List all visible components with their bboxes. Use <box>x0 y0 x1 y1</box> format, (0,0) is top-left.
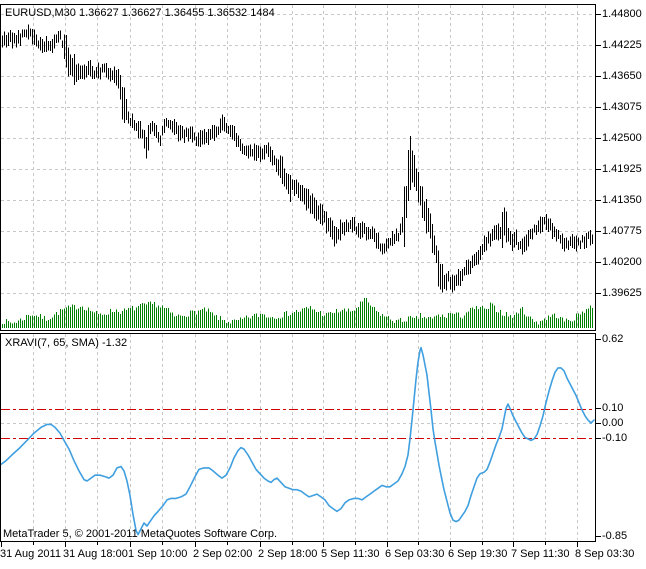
time-axis-label: 31 Aug 18:00 <box>63 548 128 560</box>
panel-border <box>0 4 596 331</box>
time-axis-label: 8 Sep 03:30 <box>575 548 635 560</box>
time-axis-label: 31 Aug 2011 <box>0 548 61 560</box>
indicator-window-label: XRAVI(7, 65, SMA) -1.32 <box>5 337 128 349</box>
time-axis-label: 2 Sep 18:00 <box>258 548 318 560</box>
indicator-axis-label: 0.00 <box>602 417 624 429</box>
time-axis-label: 5 Sep 11:30 <box>321 548 380 560</box>
price-axis-label: 1.40200 <box>602 256 642 268</box>
price-axis-label: 1.43075 <box>602 101 642 113</box>
time-axis-label: 1 Sep 10:00 <box>128 548 188 560</box>
price-axis-label: 1.44225 <box>602 39 642 51</box>
panel-border <box>0 333 596 542</box>
time-axis-label: 6 Sep 19:30 <box>448 548 508 560</box>
price-axis-label: 1.40775 <box>602 225 642 237</box>
indicator-axis-label: -0.10 <box>602 432 628 444</box>
time-axis-label: 6 Sep 03:30 <box>385 548 445 560</box>
price-axis-label: 1.43650 <box>602 70 642 82</box>
indicator-axis-label: 0.10 <box>602 402 624 414</box>
indicator-axis-label: -0.85 <box>602 530 628 542</box>
time-axis-label: 7 Sep 11:30 <box>511 548 570 560</box>
price-axis-label: 1.41350 <box>602 194 642 206</box>
xravi-line <box>0 346 595 536</box>
copyright-text: MetaTrader 5, © 2001-2011 MetaQuotes Sof… <box>3 528 278 540</box>
price-axis-label: 1.44800 <box>602 8 642 20</box>
indicator-axis-label: 0.62 <box>602 333 624 345</box>
price-axis-label: 1.41925 <box>602 163 642 175</box>
price-axis-label: 1.42500 <box>602 132 642 144</box>
symbol-quote-line: EURUSD,M30 1.36627 1.36627 1.36455 1.365… <box>5 7 275 19</box>
time-axis-label: 2 Sep 02:00 <box>193 548 253 560</box>
price-axis-label: 1.39625 <box>602 287 642 299</box>
